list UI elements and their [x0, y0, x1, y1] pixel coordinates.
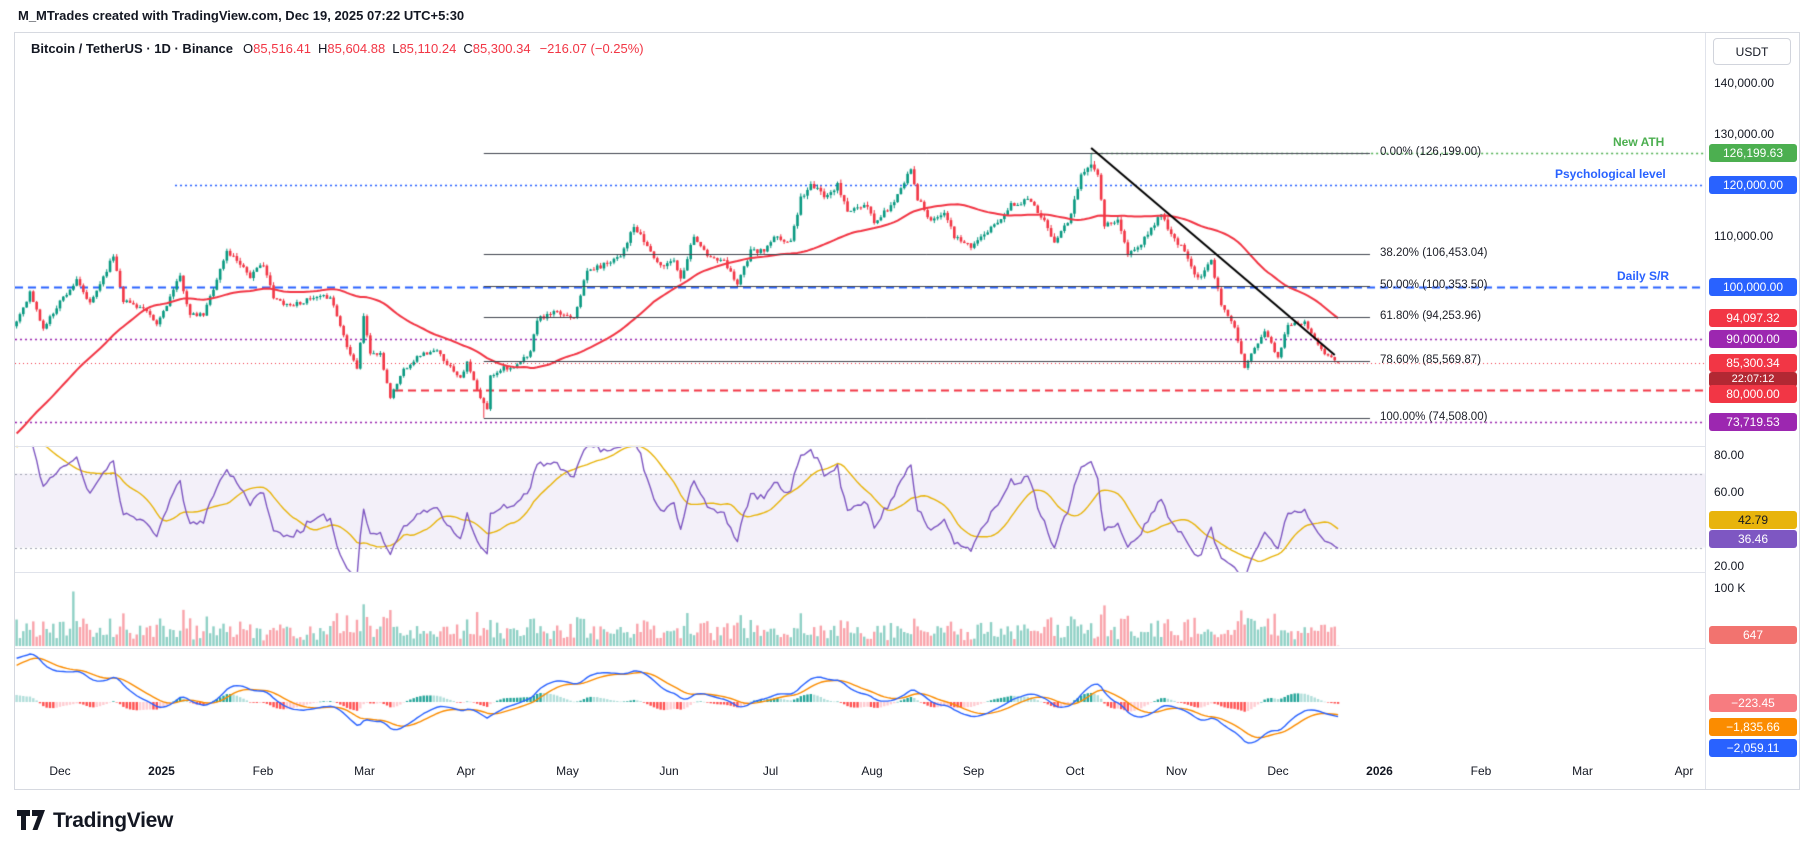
time-axis-month-label: Apr	[456, 764, 476, 778]
price-chart-canvas[interactable]	[15, 33, 1705, 789]
fib-level-label-100: 100.00% (74,508.00)	[1380, 411, 1488, 423]
price-scale[interactable]: USDT 140,000.00 130,000.00 110,000.00 80…	[1705, 33, 1799, 789]
macd-histogram-badge: −223.45	[1709, 694, 1797, 712]
low-label: L	[392, 41, 400, 56]
time-axis-month-label: Dec	[1267, 764, 1289, 778]
price-badge-fib-low: 73,719.53	[1709, 413, 1797, 431]
pane-separator[interactable]	[15, 648, 1799, 649]
fib-level-label-78: 78.60% (85,569.87)	[1380, 354, 1482, 366]
time-axis-month-label: Jun	[659, 764, 679, 778]
time-axis-year-label: 2026	[1366, 764, 1393, 778]
footer: TradingView	[0, 790, 1814, 867]
fib-level-label-50: 50.00% (100,353.50)	[1380, 279, 1488, 291]
change-value: −216.07 (−0.25%)	[539, 41, 644, 56]
pane-separator[interactable]	[15, 572, 1799, 573]
ohlc-open: O85,516.41	[243, 41, 311, 56]
open-value: 85,516.41	[253, 41, 311, 56]
time-axis-month-label: Dec	[49, 764, 71, 778]
time-axis-month-label: Aug	[861, 764, 883, 778]
time-axis-month-label: Oct	[1065, 764, 1085, 778]
symbol-info[interactable]: Bitcoin / TetherUS · 1D · Binance O85,51…	[31, 41, 644, 56]
rsi-ma-badge: 42.79	[1709, 511, 1797, 529]
high-label: H	[317, 41, 328, 56]
time-axis-month-label: Apr	[1674, 764, 1694, 778]
axis-tick-130000: 130,000.00	[1714, 127, 1775, 141]
price-badge-100k: 100,000.00	[1709, 278, 1797, 296]
fib-level-label-38: 38.20% (106,453.04)	[1380, 247, 1488, 259]
time-axis-month-label: Jul	[762, 764, 779, 778]
price-badge-90k: 90,000.00	[1709, 330, 1797, 348]
axis-tick-rsi-80: 80.00	[1714, 448, 1745, 462]
psychological-level-label: Psychological level	[1555, 167, 1666, 181]
time-axis-month-label: Sep	[962, 764, 985, 778]
time-axis-month-label: Feb	[252, 764, 274, 778]
high-value: 85,604.88	[327, 41, 386, 56]
price-badge-120k: 120,000.00	[1709, 176, 1797, 194]
close-value: 85,300.34	[472, 41, 531, 56]
macd-signal-badge: −1,835.66	[1709, 718, 1797, 736]
pane-separator[interactable]	[15, 446, 1799, 447]
ohlc-close: C85,300.34	[463, 41, 530, 56]
rsi-badge: 36.46	[1709, 530, 1797, 548]
axis-tick-110000: 110,000.00	[1714, 229, 1774, 243]
symbol-title[interactable]: Bitcoin / TetherUS · 1D · Binance	[31, 41, 234, 56]
price-badge-80k: 80,000.00	[1709, 385, 1797, 403]
price-badge-ma: 94,097.32	[1709, 309, 1797, 327]
currency-button[interactable]: USDT	[1713, 38, 1791, 65]
chart-widget: Bitcoin / TetherUS · 1D · Binance O85,51…	[14, 32, 1800, 790]
tradingview-logo[interactable]: TradingView	[16, 808, 173, 834]
time-axis-month-label: Feb	[1470, 764, 1492, 778]
close-label: C	[463, 41, 473, 56]
price-badge-last-price: 85,300.34	[1709, 354, 1797, 372]
fib-level-label-0: 0.00% (126,199.00)	[1380, 146, 1482, 158]
time-axis-month-label: Nov	[1165, 764, 1188, 778]
time-axis-month-label: Mar	[1572, 764, 1593, 778]
axis-tick-140000: 140,000.00	[1714, 76, 1775, 90]
fib-level-label-61: 61.80% (94,253.96)	[1380, 310, 1482, 322]
ohlc-high: H85,604.88	[318, 41, 385, 56]
low-value: 85,110.24	[399, 41, 457, 56]
open-label: O	[243, 41, 254, 56]
tradingview-logo-icon	[16, 808, 46, 834]
new-ath-label: New ATH	[1613, 135, 1665, 149]
time-axis-month-label: May	[556, 764, 579, 778]
bar-countdown: 22:07:12	[1709, 372, 1797, 387]
volume-badge: 647	[1709, 626, 1797, 644]
daily-sr-label: Daily S/R	[1617, 269, 1670, 283]
time-axis-year-label: 2025	[148, 764, 175, 778]
price-badge-new-ath: 126,199.63	[1709, 144, 1797, 162]
time-axis[interactable]: Dec 2025 Feb Mar Apr May Jun Jul Aug Sep Oct Nov Dec…	[15, 756, 1705, 789]
watermark-text: M_MTrades created with TradingView.com, …	[18, 8, 465, 23]
axis-tick-rsi-60: 60.00	[1714, 485, 1745, 499]
macd-line-badge: −2,059.11	[1709, 739, 1797, 757]
time-axis-month-label: Mar	[354, 764, 375, 778]
axis-tick-vol-100k: 100 K	[1714, 581, 1746, 595]
ohlc-low: L85,110.24	[392, 41, 456, 56]
header-bar: M_MTrades created with TradingView.com, …	[0, 0, 1814, 32]
axis-tick-rsi-20: 20.00	[1714, 559, 1745, 573]
tradingview-logo-text: TradingView	[53, 809, 174, 832]
